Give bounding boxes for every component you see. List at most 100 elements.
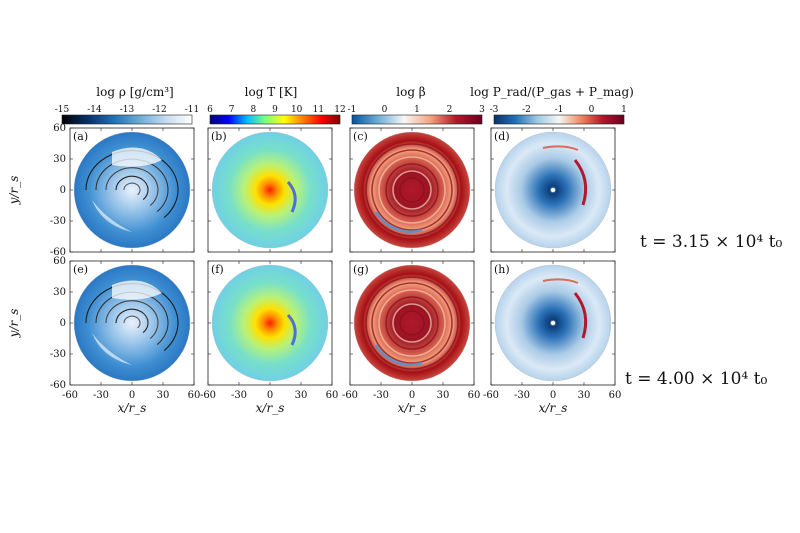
panel-label: (h) [494, 263, 510, 276]
x-tick-label: -30 [373, 390, 389, 401]
colorbar-label-pressure: log P_rad/(P_gas + P_mag) [470, 85, 634, 99]
beta-ring [365, 143, 459, 237]
colorbar-tick-label: -1 [348, 105, 357, 115]
field-line [115, 175, 149, 201]
colorbar-tick-label: 1 [414, 105, 420, 115]
colorbar-tick-label: -12 [152, 105, 167, 115]
field-line [105, 300, 159, 340]
beta-ring [392, 303, 432, 343]
colorbar-tick-label: -15 [55, 105, 70, 115]
colorbar-tick-label: 1 [621, 105, 627, 115]
panel-label: (a) [73, 130, 88, 143]
colorbar-label-density: log ρ [g/cm³] [96, 85, 173, 99]
y-tick-label: 30 [53, 287, 66, 298]
colorbar-tick-label: 11 [313, 105, 324, 115]
colorbar-tick-label: -1 [555, 105, 564, 115]
high-pressure-arc [542, 278, 579, 284]
panel-b: (b) [207, 127, 333, 253]
colorbar-tick-label: 0 [589, 105, 595, 115]
panel-label: (f) [211, 263, 224, 276]
y-tick-label: 0 [60, 318, 66, 329]
colorbar-beta [351, 114, 483, 125]
y-tick-label: 60 [53, 256, 66, 267]
x-tick-label: -30 [514, 390, 530, 401]
low-density-region [112, 147, 162, 167]
colorbar-tick-label: -13 [120, 105, 135, 115]
colorbar-density [61, 114, 193, 125]
x-tick-label: 0 [550, 390, 556, 401]
central-point [551, 188, 555, 192]
beta-ring [392, 170, 432, 210]
colorbar-temperature [209, 114, 341, 125]
colorbar-tick-label: 8 [250, 105, 256, 115]
panel-d: (d) [490, 127, 616, 253]
x-tick-label: -60 [62, 390, 78, 401]
colorbar-tick-label: 3 [479, 105, 485, 115]
panel-label: (e) [73, 263, 88, 276]
beta-ring [399, 310, 425, 336]
low-density-region [112, 280, 162, 300]
panel-c: (c) [349, 127, 475, 253]
field-line [115, 308, 149, 334]
y-tick-label: -60 [50, 247, 66, 258]
high-pressure-arc [573, 159, 588, 206]
colorbar-tick-label: 9 [272, 105, 278, 115]
xlabel-a: x/r_s [118, 401, 147, 415]
y-tick-label: 60 [53, 123, 66, 134]
y-tick-label: -30 [50, 349, 66, 360]
panel-g: (g) [349, 260, 475, 386]
x-tick-label: 30 [157, 390, 170, 401]
colorbar-label-beta: log β [396, 85, 426, 99]
x-tick-label: -30 [231, 390, 247, 401]
colorbar-tick-label: -3 [490, 105, 499, 115]
x-tick-label: -30 [93, 390, 109, 401]
disk-map [211, 264, 329, 382]
beta-ring [385, 296, 439, 350]
field-line [123, 182, 141, 196]
colorbar-tick-label: 0 [382, 105, 388, 115]
low-beta-arc [374, 211, 423, 233]
high-pressure-arc [573, 292, 588, 339]
field-line [105, 167, 159, 207]
disk-map [211, 131, 329, 249]
beta-ring [385, 163, 439, 217]
colorbar-tick-label: -14 [87, 105, 102, 115]
y-tick-label: -30 [50, 216, 66, 227]
panel-e: (e) [69, 260, 195, 386]
cool-filament [286, 180, 297, 213]
xlabel-c: x/r_s [398, 401, 427, 415]
y-tick-label: 0 [60, 185, 66, 196]
x-tick-label: 0 [409, 390, 415, 401]
xlabel-d: x/r_s [539, 401, 568, 415]
colorbar-label-temperature: log T [K] [245, 85, 298, 99]
disk-map [353, 264, 471, 382]
colorbar-tick-label: 7 [229, 105, 235, 115]
x-tick-label: -60 [483, 390, 499, 401]
ylabel-top: y/r_s [7, 176, 21, 206]
y-tick-label: -60 [50, 380, 66, 391]
panel-label: (b) [211, 130, 227, 143]
panel-f: (f) [207, 260, 333, 386]
x-tick-label: 30 [295, 390, 308, 401]
colorbar-tick-label: 10 [291, 105, 303, 115]
x-tick-label: 30 [578, 390, 591, 401]
beta-ring [378, 289, 446, 357]
central-point [551, 321, 555, 325]
colorbar-tick-label: -2 [522, 105, 531, 115]
x-tick-label: 60 [188, 390, 201, 401]
beta-ring [399, 177, 425, 203]
x-tick-label: 60 [468, 390, 481, 401]
beta-ring [371, 149, 453, 231]
x-tick-label: 60 [326, 390, 339, 401]
field-line [123, 315, 141, 329]
low-beta-arc [374, 344, 423, 366]
y-tick-label: 30 [53, 154, 66, 165]
colorbar-pressure [493, 114, 625, 125]
colorbar-tick-label: 2 [447, 105, 453, 115]
high-pressure-arc [542, 145, 579, 151]
panel-a: (a) [69, 127, 195, 253]
beta-ring [371, 282, 453, 364]
x-tick-label: 30 [437, 390, 450, 401]
x-tick-label: 0 [267, 390, 273, 401]
